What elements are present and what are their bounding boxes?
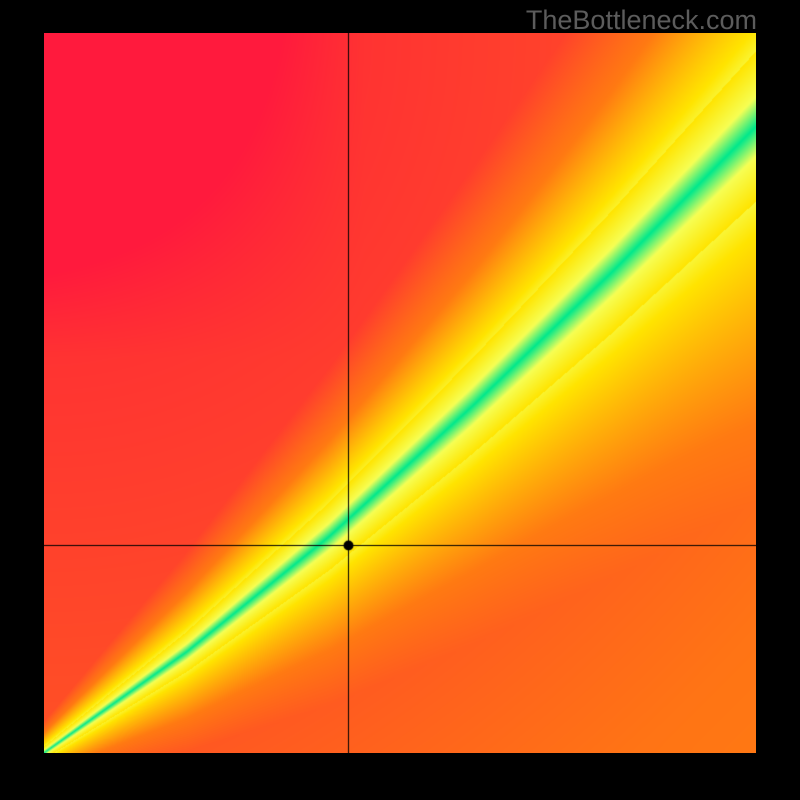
watermark-text: TheBottleneck.com — [526, 5, 757, 36]
heatmap-canvas — [44, 33, 756, 753]
chart-container: { "image": { "width": 800, "height": 800… — [0, 0, 800, 800]
